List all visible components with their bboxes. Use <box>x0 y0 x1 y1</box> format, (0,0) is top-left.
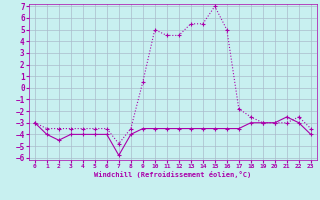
X-axis label: Windchill (Refroidissement éolien,°C): Windchill (Refroidissement éolien,°C) <box>94 171 252 178</box>
